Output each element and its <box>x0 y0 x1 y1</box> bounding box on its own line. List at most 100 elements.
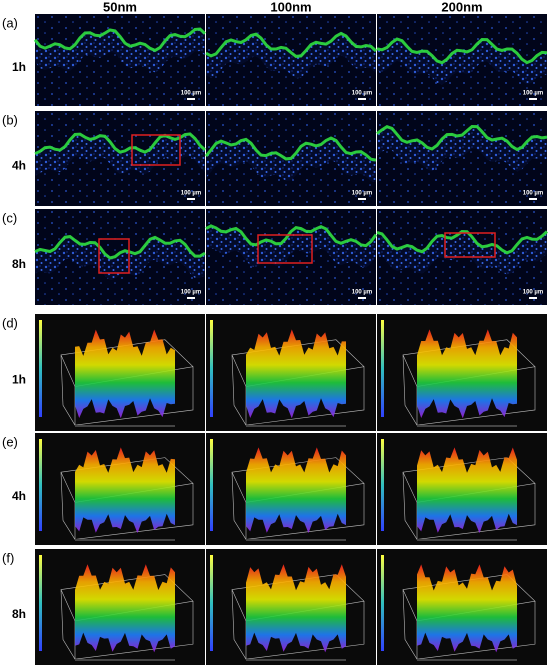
row-label: (c) <box>2 210 17 225</box>
tissue <box>206 33 376 79</box>
scale-bar-label: 100 µm <box>523 91 543 97</box>
scale-bar-label: 100 µm <box>181 290 201 296</box>
caption-bar <box>246 659 346 661</box>
caption-bar <box>417 425 517 427</box>
tissue <box>206 225 376 268</box>
caption-bar <box>75 539 175 541</box>
scale-bar <box>529 297 537 299</box>
scale-bar-label: 100 µm <box>181 191 201 197</box>
tissue <box>35 29 205 73</box>
epidermis-signal <box>204 136 377 162</box>
scale-bar <box>529 98 537 100</box>
caption-bar <box>246 425 346 427</box>
fluorescence-image: 100 µm <box>376 111 548 206</box>
fluorescence-image: 100 µm <box>34 111 207 206</box>
epidermis-signal <box>205 31 378 58</box>
tissue <box>35 134 205 176</box>
depth-scale <box>39 555 42 651</box>
epidermis-signal <box>34 132 207 156</box>
signal-volume <box>75 329 175 419</box>
depth-scale <box>381 439 384 531</box>
volume-render <box>206 549 376 665</box>
epidermis-signal <box>34 235 206 260</box>
fluorescence-image: 100 µm <box>33 14 207 106</box>
fluorescence-image: 100 µm <box>205 14 378 106</box>
scale-bar-label: 100 µm <box>181 91 201 97</box>
caption-bar <box>246 539 346 541</box>
scale-bar-label: 100 µm <box>352 290 372 296</box>
caption-bar <box>417 659 517 661</box>
time-label: 1h <box>12 60 26 74</box>
signal-volume <box>417 329 517 419</box>
epidermis-signal <box>376 229 549 255</box>
depth-scale <box>210 439 213 531</box>
scale-bar <box>358 198 366 200</box>
signal-volume <box>246 564 346 653</box>
row-label: (e) <box>2 434 18 449</box>
fluorescence-image: 100 µm <box>376 209 549 305</box>
epidermis-signal <box>376 37 548 65</box>
scale-bar-label: 100 µm <box>523 290 543 296</box>
time-label: 4h <box>12 159 26 173</box>
fluorescence-image: 100 µm <box>205 209 378 305</box>
scale-bar-label: 100 µm <box>523 191 543 197</box>
signal-volume <box>246 447 346 534</box>
signal-volume <box>417 447 517 534</box>
depth-scale <box>381 320 384 417</box>
volume-render <box>35 314 205 431</box>
volume-render <box>206 433 376 545</box>
epidermis-signal <box>205 224 378 248</box>
scale-bar <box>358 98 366 100</box>
roi-box <box>131 134 181 166</box>
volume-render <box>35 433 205 545</box>
volume-render <box>35 549 205 665</box>
tissue <box>377 231 547 275</box>
roi-box <box>257 234 313 264</box>
scale-bar <box>529 198 537 200</box>
time-label: 4h <box>12 489 26 503</box>
scale-bar-label: 100 µm <box>352 91 372 97</box>
scale-bar <box>187 198 195 200</box>
column-header: 50nm <box>103 0 137 14</box>
depth-scale <box>210 555 213 651</box>
volume-render <box>377 314 547 431</box>
fluorescence-image: 100 µm <box>34 209 206 305</box>
scale-bar <box>187 98 195 100</box>
depth-scale <box>39 439 42 531</box>
scale-bar <box>358 297 366 299</box>
column-header: 200nm <box>441 0 482 14</box>
depth-scale <box>210 320 213 417</box>
volume-render <box>206 314 376 431</box>
time-label: 8h <box>12 607 26 621</box>
roi-box <box>98 238 130 274</box>
signal-volume <box>417 564 517 653</box>
volume-render <box>377 549 547 665</box>
caption-bar <box>417 539 517 541</box>
tissue <box>35 236 205 280</box>
fluorescence-image: 100 µm <box>376 14 548 106</box>
depth-scale <box>381 555 384 651</box>
row-label: (f) <box>2 550 14 565</box>
scale-bar <box>187 297 195 299</box>
epidermis-signal <box>376 124 548 152</box>
volume-render <box>377 433 547 545</box>
roi-box <box>444 232 496 258</box>
caption-bar <box>75 659 175 661</box>
epidermis-signal <box>33 27 207 53</box>
time-label: 1h <box>12 373 26 387</box>
depth-scale <box>39 320 42 417</box>
column-header: 100nm <box>270 0 311 14</box>
signal-volume <box>75 564 175 653</box>
tissue <box>377 126 547 172</box>
row-label: (d) <box>2 315 18 330</box>
fluorescence-image: 100 µm <box>204 111 377 206</box>
caption-bar <box>75 425 175 427</box>
signal-volume <box>75 447 175 534</box>
signal-volume <box>246 329 346 419</box>
tissue <box>206 138 376 183</box>
row-label: (a) <box>2 15 18 30</box>
row-label: (b) <box>2 112 18 127</box>
scale-bar-label: 100 µm <box>352 191 372 197</box>
time-label: 8h <box>12 257 26 271</box>
